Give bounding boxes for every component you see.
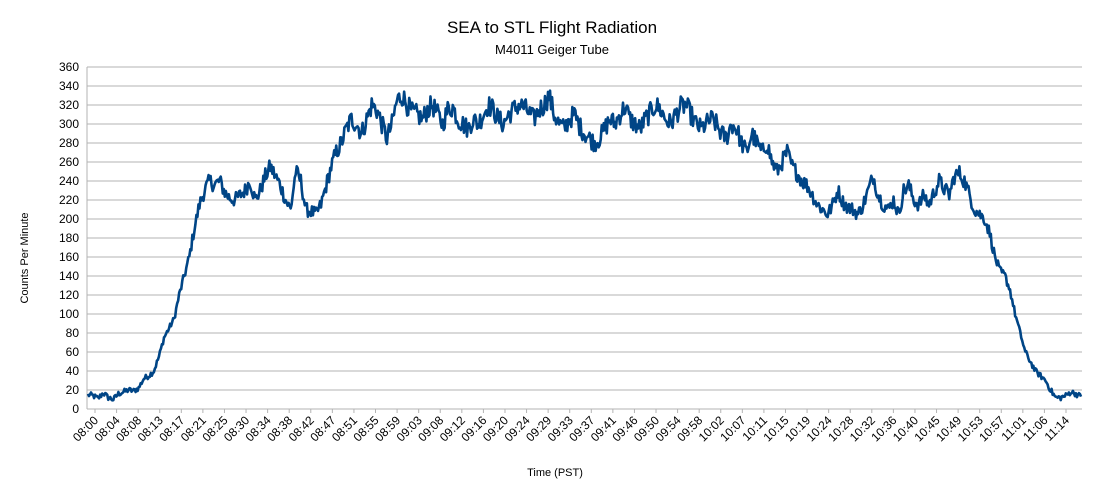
- chart-subtitle: M4011 Geiger Tube: [495, 42, 609, 57]
- y-tick-label: 220: [59, 193, 79, 207]
- y-tick-label: 260: [59, 155, 79, 169]
- y-tick-label: 60: [66, 345, 80, 359]
- y-tick-label: 300: [59, 117, 79, 131]
- y-tick-label: 140: [59, 269, 79, 283]
- x-axis-ticks: 08:0008:0408:0808:1308:1708:2108:2508:30…: [70, 409, 1072, 444]
- y-tick-label: 0: [72, 402, 79, 416]
- y-tick-label: 20: [66, 383, 80, 397]
- y-tick-label: 200: [59, 212, 79, 226]
- y-axis-ticks: 0 20 40 60 80 100 120 140 160 180 200 220 240 260 280 3…: [59, 60, 79, 416]
- series-layer: [86, 89, 1083, 402]
- series-line: [86, 89, 1083, 402]
- chart-title: SEA to STL Flight Radiation: [447, 18, 657, 37]
- y-tick-label: 80: [66, 326, 80, 340]
- y-tick-label: 320: [59, 98, 79, 112]
- y-axis-label: Counts Per Minute: [19, 212, 31, 303]
- y-tick-label: 160: [59, 250, 79, 264]
- x-axis-label: Time (PST): [527, 467, 583, 479]
- gridlines: [86, 66, 1082, 410]
- y-tick-label: 340: [59, 79, 79, 93]
- y-tick-label: 240: [59, 174, 79, 188]
- y-tick-label: 180: [59, 231, 79, 245]
- x-tick-label: 11:14: [1042, 413, 1073, 444]
- y-tick-label: 120: [59, 288, 79, 302]
- y-tick-label: 100: [59, 307, 79, 321]
- y-tick-label: 40: [66, 364, 80, 378]
- y-tick-label: 360: [59, 60, 79, 74]
- y-tick-label: 280: [59, 136, 79, 150]
